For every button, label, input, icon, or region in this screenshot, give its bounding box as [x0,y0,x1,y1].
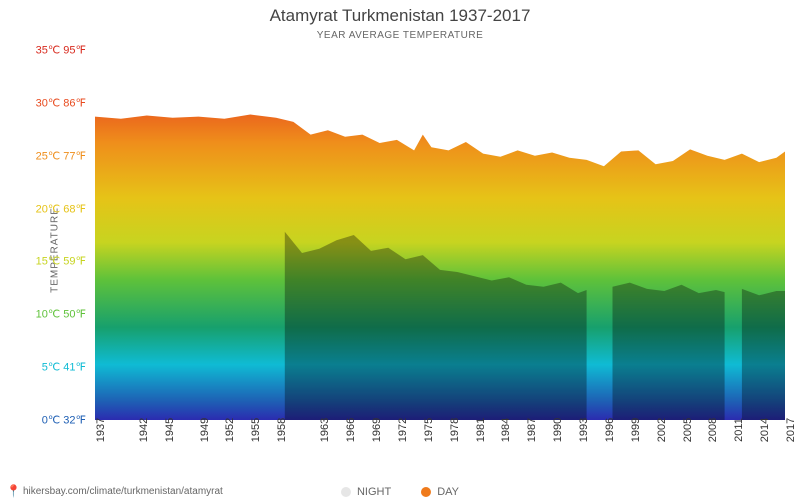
x-tick: 1958 [276,418,288,442]
y-tick: 15℃ 59℉ [36,255,86,268]
legend-label-night: NIGHT [357,486,391,498]
x-tick: 1966 [345,418,357,442]
chart-subtitle: YEAR AVERAGE TEMPERATURE [0,26,800,41]
x-axis-ticks: 1937194219451949195219551958196319661969… [95,424,785,474]
x-tick: 2002 [656,418,668,442]
footer-source: 📍 hikersbay.com/climate/turkmenistan/ata… [6,484,223,498]
legend: NIGHT DAY [341,486,459,498]
x-tick: 1969 [371,418,383,442]
y-tick: 20℃ 68℉ [36,202,86,215]
legend-dot-day [421,487,431,497]
x-tick: 1942 [138,418,150,442]
x-tick: 1996 [604,418,616,442]
x-tick: 2008 [707,418,719,442]
x-tick: 1975 [423,418,435,442]
x-tick: 1937 [95,418,107,442]
x-tick: 2017 [785,418,797,442]
y-tick: 25℃ 77℉ [36,149,86,162]
chart-title: Atamyrat Turkmenistan 1937-2017 [0,0,800,26]
x-tick: 1963 [319,418,331,442]
plot-area [95,50,785,420]
x-tick: 2005 [682,418,694,442]
x-tick: 1981 [475,418,487,442]
x-tick: 1978 [449,418,461,442]
x-tick: 1984 [500,418,512,442]
y-tick: 30℃ 86℉ [36,96,86,109]
night-overlay [95,50,785,420]
y-tick: 10℃ 50℉ [36,308,86,321]
climate-chart: Atamyrat Turkmenistan 1937-2017 YEAR AVE… [0,0,800,500]
y-tick: 35℃ 95℉ [36,44,86,57]
x-tick: 1972 [397,418,409,442]
x-tick: 1952 [224,418,236,442]
x-tick: 1949 [199,418,211,442]
x-tick: 1987 [526,418,538,442]
legend-label-day: DAY [437,486,459,498]
x-tick: 1945 [164,418,176,442]
x-tick: 1999 [630,418,642,442]
x-tick: 2011 [733,418,745,442]
legend-dot-night [341,487,351,497]
x-tick: 2014 [759,418,771,442]
x-tick: 1993 [578,418,590,442]
y-tick: 5℃ 41℉ [42,361,86,374]
legend-item-day: DAY [421,486,459,498]
y-tick: 0℃ 32℉ [42,414,86,427]
x-tick: 1990 [552,418,564,442]
footer-text: hikersbay.com/climate/turkmenistan/atamy… [23,486,223,497]
y-axis-ticks: 0℃ 32℉5℃ 41℉10℃ 50℉15℃ 59℉20℃ 68℉25℃ 77℉… [32,50,92,420]
legend-item-night: NIGHT [341,486,391,498]
x-tick: 1955 [250,418,262,442]
pin-icon: 📍 [6,484,21,498]
